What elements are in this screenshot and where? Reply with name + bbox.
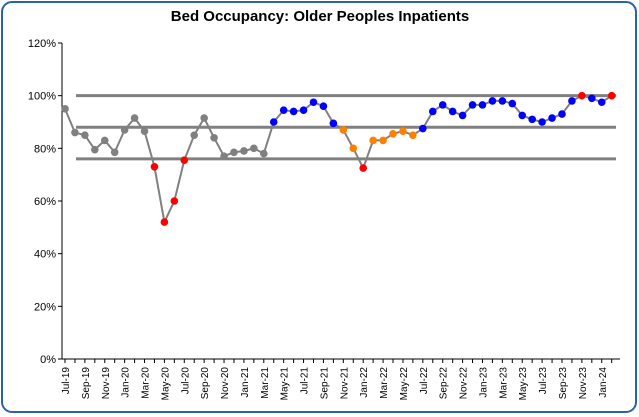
- x-tick-label: May-23: [518, 367, 529, 401]
- data-point: [200, 114, 208, 122]
- data-point: [100, 136, 109, 145]
- x-tick-label: Jul-20: [180, 367, 191, 395]
- x-tick-label: Jul-19: [61, 367, 72, 395]
- data-point: [399, 127, 407, 136]
- data-point: [260, 149, 268, 158]
- x-tick-label: Mar-20: [141, 367, 152, 399]
- x-tick-label: Jan-23: [478, 367, 489, 398]
- data-point: [428, 107, 437, 116]
- data-point: [289, 107, 298, 116]
- data-point: [448, 107, 457, 116]
- data-point: [110, 148, 119, 157]
- y-tick-label: 60%: [34, 196, 56, 208]
- data-point: [409, 131, 417, 139]
- data-point: [130, 114, 139, 122]
- x-tick-label: Nov-20: [220, 367, 231, 400]
- data-point: [419, 124, 427, 133]
- data-point: [220, 152, 228, 161]
- data-point: [190, 131, 199, 139]
- data-point: [230, 148, 238, 157]
- data-point: [61, 105, 69, 113]
- data-point: [488, 97, 497, 105]
- y-tick-label: 20%: [34, 301, 56, 313]
- chart-title: Bed Occupancy: Older Peoples Inpatients: [171, 8, 469, 25]
- data-point: [250, 144, 258, 153]
- data-point: [498, 97, 507, 105]
- x-tick-label: Sep-20: [200, 367, 211, 400]
- x-tick-label: Sep-21: [319, 367, 330, 400]
- data-point: [240, 147, 248, 155]
- data-point: [170, 197, 179, 205]
- data-point: [329, 119, 338, 128]
- x-tick-label: May-22: [399, 367, 410, 401]
- data-point: [309, 98, 318, 107]
- data-point: [210, 134, 218, 142]
- x-tick-label: Nov-22: [459, 367, 470, 400]
- x-tick-label: Jan-21: [240, 367, 251, 398]
- data-point: [518, 111, 527, 120]
- data-point: [299, 106, 308, 114]
- data-point: [359, 164, 368, 172]
- data-point: [369, 136, 377, 145]
- data-point: [120, 126, 129, 134]
- x-tick-label: Jan-20: [121, 367, 132, 398]
- data-point: [180, 156, 189, 164]
- data-point: [319, 102, 328, 110]
- data-point: [508, 99, 517, 108]
- x-tick-label: Sep-19: [81, 367, 92, 400]
- x-tick-label: Nov-23: [578, 367, 589, 400]
- data-point: [578, 91, 586, 100]
- x-tick-label: Mar-21: [260, 367, 271, 399]
- x-tick-label: Mar-22: [379, 367, 390, 399]
- x-tick-label: Sep-23: [558, 367, 569, 400]
- x-tick-label: Mar-23: [498, 367, 509, 399]
- data-point: [269, 118, 278, 126]
- data-point: [558, 110, 566, 118]
- data-point: [607, 91, 616, 100]
- data-point: [91, 145, 99, 154]
- y-tick-label: 100%: [28, 91, 56, 103]
- data-point: [160, 218, 169, 226]
- data-point: [468, 101, 477, 109]
- data-point: [438, 101, 447, 109]
- data-point: [379, 136, 387, 145]
- x-tick-label: Sep-22: [439, 367, 450, 400]
- data-point: [538, 118, 546, 126]
- x-tick-label: Jul-21: [300, 367, 311, 395]
- x-tick-label: Nov-21: [339, 367, 350, 400]
- data-point: [548, 114, 556, 122]
- x-tick-label: May-20: [160, 367, 171, 401]
- data-point: [568, 97, 576, 105]
- x-tick-label: Nov-19: [101, 367, 112, 400]
- data-point: [597, 98, 606, 107]
- x-tick-label: Jan-24: [598, 367, 609, 398]
- y-tick-label: 120%: [28, 38, 56, 50]
- data-point: [478, 101, 487, 109]
- data-point: [81, 131, 89, 139]
- y-tick-label: 0%: [40, 354, 56, 366]
- y-tick-label: 80%: [34, 143, 56, 155]
- y-tick-label: 40%: [34, 249, 56, 261]
- data-point: [150, 162, 159, 171]
- data-point: [349, 144, 358, 153]
- x-tick-label: Jan-22: [359, 367, 370, 398]
- x-tick-label: May-21: [280, 367, 291, 401]
- data-point: [528, 115, 536, 124]
- x-tick-label: Jul-22: [419, 367, 430, 395]
- data-point: [279, 106, 288, 114]
- data-point: [588, 94, 596, 103]
- data-point: [140, 127, 149, 136]
- data-point: [389, 130, 397, 138]
- data-point: [458, 111, 467, 120]
- data-point: [71, 128, 79, 137]
- x-tick-label: Jul-23: [538, 367, 549, 395]
- data-point: [339, 126, 348, 134]
